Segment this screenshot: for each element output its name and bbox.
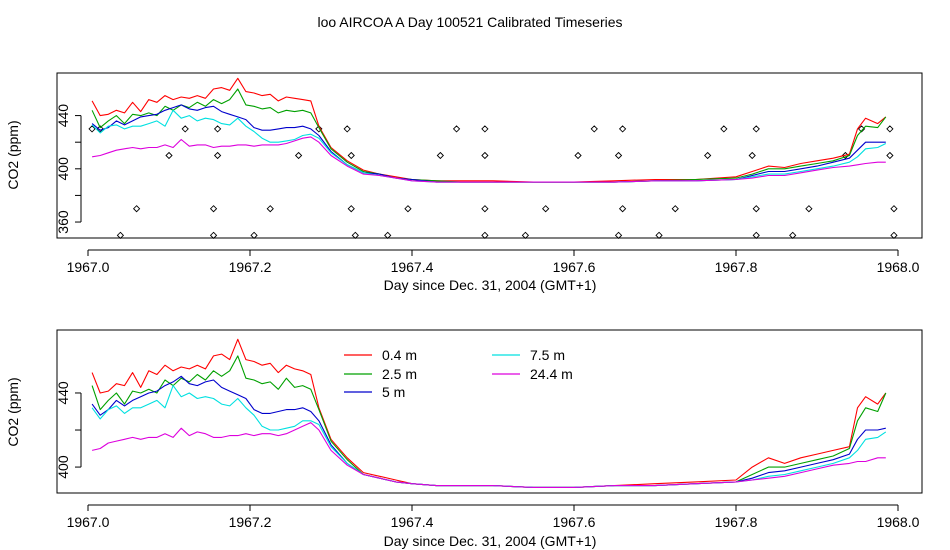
top-point bbox=[618, 205, 627, 213]
bottom-x-tick-label: 1968.0 bbox=[877, 514, 920, 530]
top-point bbox=[614, 151, 623, 160]
top-point bbox=[752, 231, 760, 239]
top-point bbox=[209, 231, 218, 239]
top-point bbox=[481, 231, 489, 239]
bottom-x-tick-label: 1967.6 bbox=[553, 514, 596, 530]
bottom-series-7-5-m bbox=[91, 385, 887, 488]
top-y-tick-label: 440 bbox=[55, 104, 71, 128]
top-point bbox=[614, 231, 623, 239]
top-point bbox=[315, 125, 323, 133]
top-point bbox=[789, 231, 797, 239]
top-x-tick-label: 1967.6 bbox=[553, 259, 596, 275]
top-point bbox=[266, 205, 274, 213]
bottom-series-5-m bbox=[91, 375, 886, 488]
top-point bbox=[343, 125, 351, 133]
top-point bbox=[181, 125, 189, 133]
top-x-tick-label: 1967.8 bbox=[715, 259, 758, 275]
figure-title: loo AIRCOA A Day 100521 Calibrated Times… bbox=[317, 14, 622, 30]
top-axes: 1967.0 1967.2 1967.4 1967.6 1967.8 1968.0 360 4… bbox=[55, 104, 920, 275]
legend-label-7-5-m: 7.5 m bbox=[530, 347, 565, 363]
top-point bbox=[213, 125, 222, 133]
bottom-plot-frame bbox=[56, 329, 923, 494]
top-point bbox=[452, 125, 461, 133]
top-point bbox=[481, 205, 489, 213]
legend-label-5-m: 5 m bbox=[382, 384, 405, 400]
top-point bbox=[574, 151, 582, 160]
top-y-tick-label: 400 bbox=[55, 157, 71, 181]
top-point bbox=[720, 125, 728, 133]
top-point bbox=[88, 125, 96, 133]
top-point bbox=[384, 231, 392, 239]
top-y-axis-label: CO2 (ppm) bbox=[5, 120, 21, 189]
top-point bbox=[116, 231, 125, 239]
top-point bbox=[481, 125, 489, 133]
bottom-y-axis-label: CO2 (ppm) bbox=[5, 377, 21, 446]
top-point bbox=[436, 151, 444, 160]
bottom-y-tick-label: 440 bbox=[55, 381, 71, 405]
top-point bbox=[890, 205, 898, 213]
bottom-series-group bbox=[91, 338, 887, 488]
top-point bbox=[886, 125, 894, 133]
top-point bbox=[752, 125, 760, 133]
top-point bbox=[590, 125, 598, 133]
bottom-series-24-4-m bbox=[91, 422, 886, 488]
bottom-x-tick-label: 1967.8 bbox=[715, 514, 758, 530]
top-x-tick-label: 1967.0 bbox=[67, 259, 110, 275]
top-point bbox=[805, 205, 813, 213]
top-point bbox=[704, 151, 712, 160]
top-point bbox=[132, 205, 141, 213]
top-series-0-4-m bbox=[91, 77, 887, 183]
bottom-x-axis-label: Day since Dec. 31, 2004 (GMT+1) bbox=[384, 533, 597, 549]
top-point bbox=[294, 151, 303, 160]
top-point bbox=[671, 205, 679, 213]
top-point bbox=[655, 231, 663, 239]
top-point bbox=[347, 151, 355, 160]
bottom-axes: 1967.0 1967.2 1967.4 1967.6 1967.8 1968.0 400 4… bbox=[55, 381, 920, 530]
top-point bbox=[209, 205, 218, 213]
bottom-x-tick-label: 1967.4 bbox=[391, 514, 434, 530]
bottom-x-tick-label: 1967.0 bbox=[67, 514, 110, 530]
top-point bbox=[748, 151, 756, 160]
bottom-series-2-5-m bbox=[91, 355, 887, 488]
legend-label-24-4-m: 24.4 m bbox=[530, 366, 573, 382]
top-point bbox=[213, 151, 222, 160]
top-point bbox=[481, 151, 489, 160]
top-x-axis-label: Day since Dec. 31, 2004 (GMT+1) bbox=[384, 277, 597, 293]
top-point bbox=[404, 205, 412, 213]
bottom-y-tick-label: 400 bbox=[55, 455, 71, 479]
top-series-7-5-m bbox=[91, 109, 887, 183]
top-point bbox=[886, 151, 894, 160]
top-series-group bbox=[91, 77, 887, 183]
top-point bbox=[347, 205, 355, 213]
top-x-tick-label: 1967.2 bbox=[229, 259, 272, 275]
top-x-tick-label: 1967.4 bbox=[391, 259, 434, 275]
bottom-series-0-4-m bbox=[91, 338, 887, 488]
top-y-tick-label: 360 bbox=[55, 210, 71, 234]
top-point bbox=[542, 205, 550, 213]
legend: 0.4 m 2.5 m 5 m 7.5 m 24.4 m bbox=[344, 347, 573, 400]
top-series-5-m bbox=[91, 104, 886, 183]
top-plot-frame bbox=[56, 72, 923, 239]
top-x-tick-label: 1968.0 bbox=[877, 259, 920, 275]
top-point bbox=[890, 231, 898, 239]
top-point bbox=[250, 231, 258, 239]
bottom-x-tick-label: 1967.2 bbox=[229, 514, 272, 530]
top-point bbox=[521, 231, 530, 239]
top-point bbox=[351, 231, 359, 239]
top-series-2-5-m bbox=[91, 88, 887, 183]
top-point bbox=[752, 205, 760, 213]
bottom-panel: Day since Dec. 31, 2004 (GMT+1) CO2 (ppm… bbox=[5, 329, 923, 549]
legend-label-0-4-m: 0.4 m bbox=[382, 347, 417, 363]
top-point bbox=[618, 125, 627, 133]
top-point bbox=[165, 151, 173, 160]
top-panel: Day since Dec. 31, 2004 (GMT+1) CO2 (ppm… bbox=[5, 72, 923, 293]
legend-label-2-5-m: 2.5 m bbox=[382, 366, 417, 382]
top-series-24-4-m bbox=[92, 136, 886, 183]
